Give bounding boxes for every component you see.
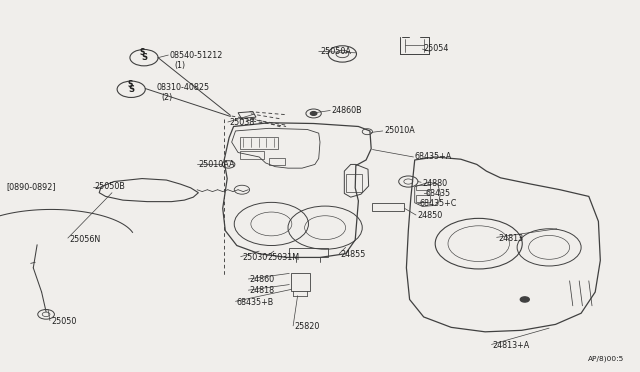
Text: 24813: 24813 — [498, 234, 523, 243]
Text: 68435+B: 68435+B — [237, 298, 274, 307]
Text: [0890-0892]: [0890-0892] — [6, 182, 56, 191]
Circle shape — [310, 112, 317, 115]
Text: 25010A: 25010A — [384, 126, 415, 135]
Text: 25820: 25820 — [294, 322, 320, 331]
Text: 25010AA: 25010AA — [198, 160, 235, 169]
Text: 08540-51212: 08540-51212 — [170, 51, 223, 60]
Text: S: S — [141, 53, 147, 62]
Text: 68435: 68435 — [426, 189, 451, 198]
Text: 68435+C: 68435+C — [419, 199, 456, 208]
Text: 24855: 24855 — [340, 250, 366, 259]
Text: S: S — [127, 80, 132, 89]
Text: 24860B: 24860B — [332, 106, 362, 115]
Text: 24860: 24860 — [250, 275, 275, 284]
Text: (1): (1) — [174, 61, 185, 70]
Text: 25038: 25038 — [229, 118, 254, 126]
Text: (2): (2) — [161, 93, 173, 102]
Text: 25030: 25030 — [242, 253, 267, 262]
Text: AP/8)00:5: AP/8)00:5 — [588, 355, 624, 362]
Text: 25054: 25054 — [424, 44, 449, 53]
Text: 08310-40825: 08310-40825 — [157, 83, 210, 92]
Text: 24880: 24880 — [422, 179, 447, 187]
Text: S: S — [128, 85, 134, 94]
Text: 24818: 24818 — [250, 286, 275, 295]
Circle shape — [520, 297, 529, 302]
Text: 25050A: 25050A — [320, 47, 351, 56]
Text: 24813+A: 24813+A — [493, 341, 530, 350]
Text: 25056N: 25056N — [69, 235, 100, 244]
Text: 25050B: 25050B — [95, 182, 125, 191]
Text: 25050: 25050 — [51, 317, 77, 326]
Text: 24850: 24850 — [417, 211, 442, 220]
Text: 25031M: 25031M — [268, 253, 300, 262]
Text: S: S — [140, 48, 145, 57]
Text: 68435+A: 68435+A — [415, 153, 452, 161]
